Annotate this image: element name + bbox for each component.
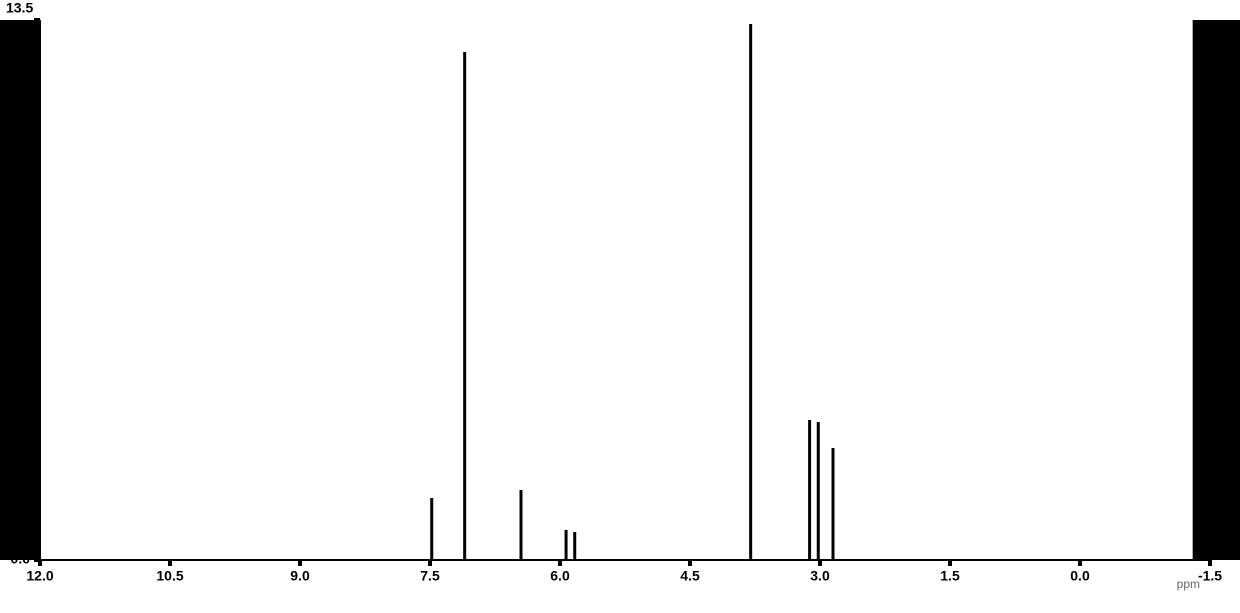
y-tick-label: 6.0 — [11, 311, 31, 327]
x-tick-label: 0.0 — [1070, 567, 1090, 583]
x-tick-label: 3.0 — [810, 567, 830, 583]
x-tick-label: -1.5 — [1198, 567, 1222, 583]
y-tick-label: 9.0 — [11, 191, 31, 207]
y-tick-label: 12.0 — [3, 71, 30, 87]
y-tick-label: 7.5 — [11, 251, 31, 267]
y-tick-label: 1.5 — [11, 491, 31, 507]
x-tick-label: 1.5 — [940, 567, 960, 583]
left-saturation-block — [0, 20, 40, 560]
y-tick-label: 3.0 — [11, 431, 31, 447]
y-tick-label: 0.0 — [11, 551, 31, 567]
nmr-spectrum-chart: 12.0 10.5 9.0 7.5 6.0 4.5 3.0 1.5 0.0 -1.5 0.0 1.5 3… — [0, 0, 1240, 613]
x-tick-label: 10.5 — [156, 567, 183, 583]
y-tick-label: 4.5 — [11, 371, 31, 387]
x-tick-label: 4.5 — [680, 567, 700, 583]
x-tick-label: 9.0 — [290, 567, 310, 583]
chart-background — [0, 0, 1240, 613]
y-max-corner-label: 13.5 — [6, 0, 33, 15]
x-tick-label: 12.0 — [26, 567, 53, 583]
x-unit-label: ppm — [1177, 577, 1200, 591]
x-tick-label: 6.0 — [550, 567, 570, 583]
right-saturation-block — [1193, 20, 1240, 560]
x-tick-label: 7.5 — [420, 567, 440, 583]
y-tick-label: 10.5 — [3, 131, 30, 147]
